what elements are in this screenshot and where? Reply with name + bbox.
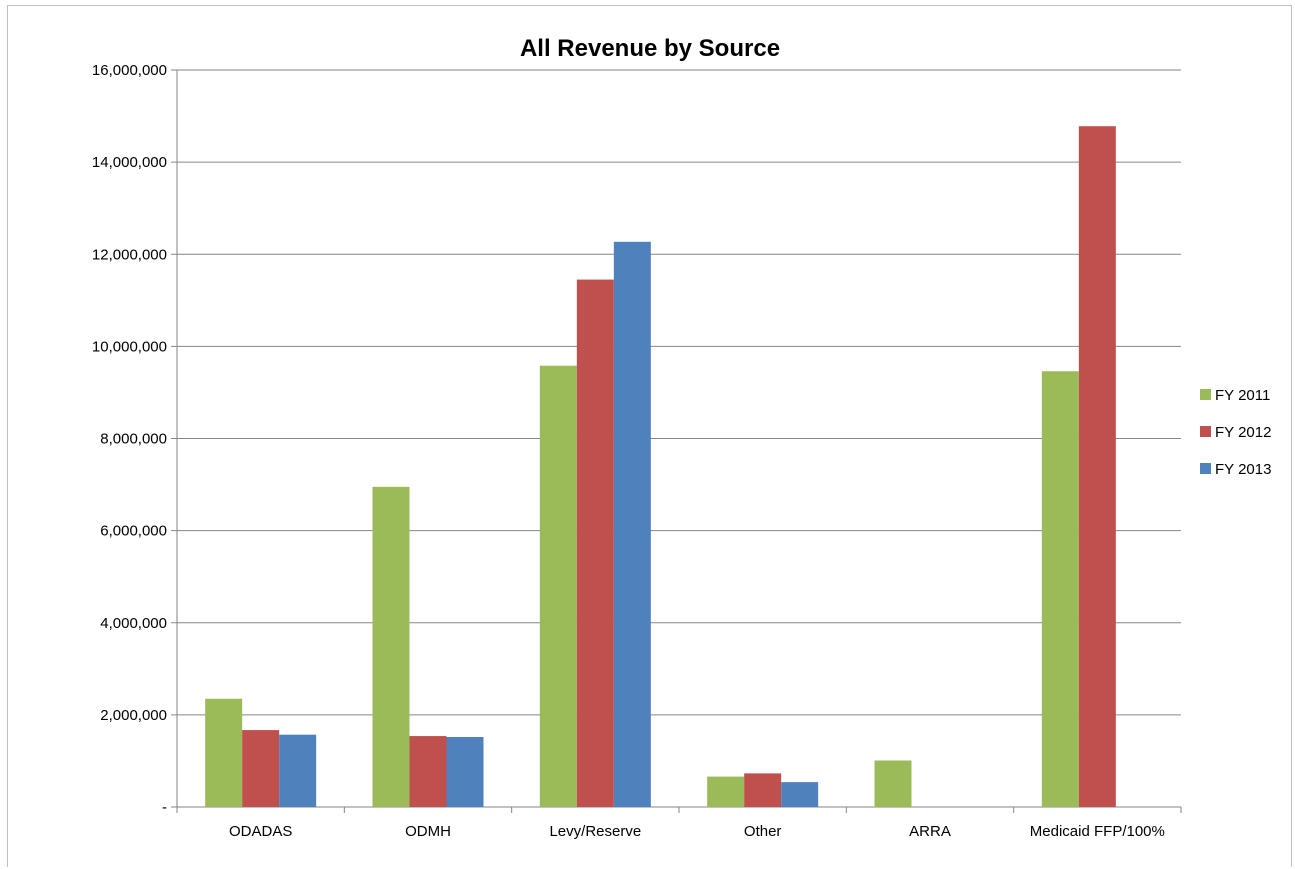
- bar: [613, 241, 651, 808]
- bar: [205, 698, 243, 807]
- y-tick-label: 6,000,000: [100, 523, 167, 540]
- y-tick-label: 2,000,000: [100, 707, 167, 724]
- chart-frame: [7, 5, 1292, 867]
- legend-swatch: [1200, 426, 1211, 437]
- x-tick-label: Levy/Reserve: [549, 823, 641, 840]
- x-tick-label: Other: [744, 823, 782, 840]
- chart-title: All Revenue by Source: [520, 35, 780, 62]
- x-tick-label: ODADAS: [229, 823, 292, 840]
- legend-label: FY 2013: [1215, 461, 1271, 478]
- legend-label: FY 2012: [1215, 424, 1271, 441]
- bar: [1078, 126, 1116, 808]
- y-tick-label: 16,000,000: [92, 62, 167, 79]
- bar: [781, 782, 819, 807]
- y-tick-labels: - 2,000,000 4,000,000 6,000,000 8,000,000 10,…: [92, 62, 167, 816]
- y-tick-label: 10,000,000: [92, 338, 167, 355]
- y-tick-label: 8,000,000: [100, 431, 167, 448]
- y-tick-label: 4,000,000: [100, 615, 167, 632]
- bar: [372, 486, 410, 807]
- x-tick-label: ODMH: [405, 823, 451, 840]
- y-tick-label: -: [162, 799, 167, 816]
- legend-swatch: [1200, 389, 1211, 400]
- bar: [409, 736, 447, 807]
- x-tick-labels: ODADAS ODMH Levy/Reserve Other ARRA Medicaid …: [229, 823, 1165, 840]
- legend: FY 2011 FY 2012 FY 2013: [1200, 387, 1271, 478]
- x-tick-label: Medicaid FFP/100%: [1030, 823, 1165, 840]
- bar: [446, 736, 484, 807]
- bar: [874, 760, 912, 807]
- y-tick-label: 14,000,000: [92, 154, 167, 171]
- bar: [539, 365, 577, 807]
- bar: [1041, 371, 1079, 807]
- gridlines: [177, 69, 1181, 716]
- x-tick-label: ARRA: [909, 823, 951, 840]
- bar: [242, 730, 280, 807]
- bar: [576, 279, 614, 808]
- axes: [171, 69, 1182, 813]
- bar: [744, 773, 782, 807]
- bar: [279, 734, 317, 807]
- y-tick-label: 12,000,000: [92, 246, 167, 263]
- legend-swatch: [1200, 463, 1211, 474]
- bar: [707, 776, 745, 807]
- legend-label: FY 2011: [1215, 387, 1270, 404]
- bars: [205, 126, 1116, 808]
